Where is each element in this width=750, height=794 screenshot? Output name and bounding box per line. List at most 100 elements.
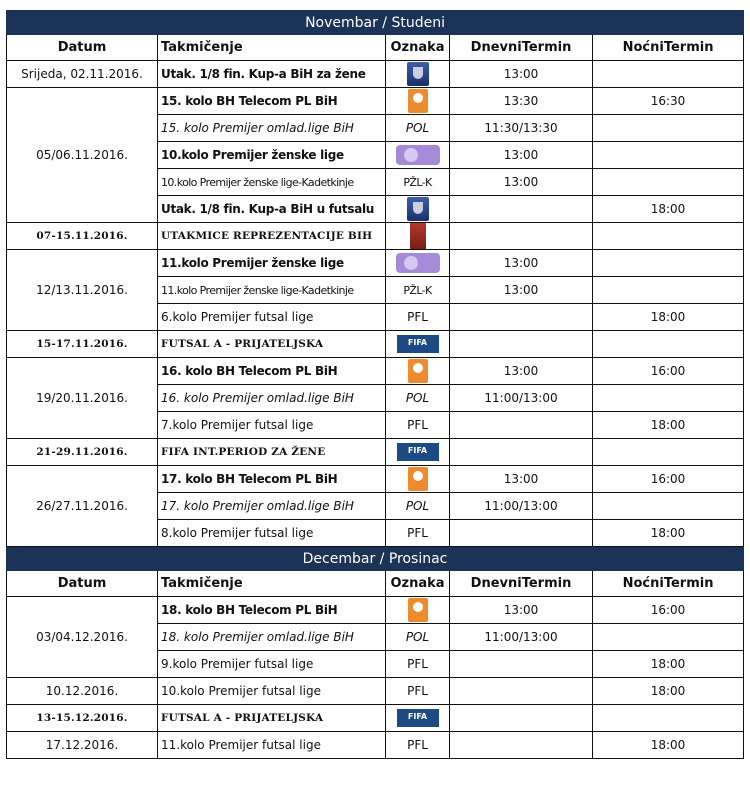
night-time-cell: 16:00 [591, 465, 745, 493]
premier-league-logo-icon [407, 89, 428, 113]
premier-league-logo-icon [407, 359, 428, 383]
fifa-logo-icon: FIFA [396, 709, 439, 727]
date-cell: 17.12.2016. [6, 731, 158, 759]
table-row: 10.12.2016. 10.kolo Premijer futsal lige P… [6, 677, 745, 705]
mark-cell: PŽL-K [385, 276, 450, 304]
mark-cell [385, 249, 450, 277]
day-time-cell [449, 519, 593, 547]
table-row: 03/04.12.2016. 18. kolo BH Telecom PL BiH… [6, 596, 745, 678]
night-time-cell: 18:00 [591, 731, 745, 759]
day-time-cell [449, 411, 593, 439]
night-time-cell [591, 249, 745, 277]
day-time-cell [449, 330, 593, 358]
mark-cell: PFL [385, 650, 450, 678]
table-row: 9.kolo Premijer futsal lige PFL 18:00 [7, 650, 745, 678]
column-header-row: Datum Takmičenje Oznaka DnevniTermin NoćniTe… [6, 570, 745, 597]
header-takmicenje: Takmičenje [157, 34, 386, 61]
competition-cell: 16. kolo Premijer omlad.lige BiH [157, 384, 386, 412]
mark-cell [385, 222, 450, 250]
header-dnevni-termin: DnevniTermin [449, 570, 593, 597]
header-dnevni-termin: DnevniTermin [449, 34, 593, 61]
table-row: 17.12.2016. 11.kolo Premijer futsal lige P… [6, 731, 745, 759]
table-row: 05/06.11.2016. 15. kolo BH Telecom PL BiH… [6, 87, 745, 223]
header-takmicenje: Takmičenje [157, 570, 386, 597]
header-nocni-termin: NoćniTermin [591, 570, 745, 597]
header-datum: Datum [6, 570, 158, 597]
night-time-cell [591, 704, 745, 732]
competition-cell: 16. kolo BH Telecom PL BiH [157, 357, 386, 385]
night-time-cell [591, 384, 745, 412]
date-cell: 12/13.11.2016. [6, 249, 158, 331]
womens-league-logo-icon [395, 145, 440, 165]
competition-cell: 15. kolo Premijer omlad.lige BiH [157, 114, 386, 142]
competition-cell: 9.kolo Premijer futsal lige [157, 650, 386, 678]
table-row: 15. kolo Premijer omlad.lige BiH POL 11:30… [7, 114, 745, 142]
table-row: 18. kolo Premijer omlad.lige BiH POL 11:00… [7, 623, 745, 651]
day-time-cell [449, 650, 593, 678]
date-cell: Srijeda, 02.11.2016. [6, 60, 158, 88]
night-time-cell: 16:30 [591, 87, 745, 115]
day-time-cell [449, 195, 593, 223]
table-row: 13-15.12.2016. FUTSAL A - PRIJATELJSKA FIF… [6, 704, 745, 732]
table-row: 17. kolo Premijer omlad.lige BiH POL 11:00… [7, 492, 745, 520]
date-cell: 10.12.2016. [6, 677, 158, 705]
day-time-cell [449, 438, 593, 466]
table-row: Srijeda, 02.11.2016. Utak. 1/8 fin. Kup-a… [6, 60, 745, 88]
mark-cell [385, 465, 450, 493]
competition-cell: FUTSAL A - PRIJATELJSKA [157, 704, 386, 732]
competition-cell: 17. kolo Premijer omlad.lige BiH [157, 492, 386, 520]
mark-cell [385, 60, 450, 88]
day-time-cell: 11:00/13:00 [449, 384, 593, 412]
mark-cell: PFL [385, 519, 450, 547]
competition-cell: 11.kolo Premijer ženske lige-Kadetkinje [157, 276, 386, 304]
cup-trophy-icon [406, 197, 429, 221]
header-oznaka: Oznaka [385, 34, 450, 61]
section-title: Decembar / Prosinac [5, 546, 745, 571]
night-time-cell [591, 276, 745, 304]
womens-league-logo-icon [395, 253, 440, 273]
date-cell: 15-17.11.2016. [6, 330, 158, 358]
night-time-cell [591, 330, 745, 358]
table-row: 21-29.11.2016. FIFA INT.PERIOD ZA ŽENE FIF… [6, 438, 745, 466]
premier-league-logo-icon [407, 467, 428, 491]
date-cell: 07-15.11.2016. [6, 222, 158, 250]
competition-cell: 11.kolo Premijer futsal lige [157, 731, 386, 759]
day-time-cell [449, 731, 593, 759]
day-time-cell [449, 677, 593, 705]
competition-cell: Utak. 1/8 fin. Kup-a BiH u futsalu [157, 195, 386, 223]
mark-cell: PFL [385, 677, 450, 705]
day-time-cell [449, 222, 593, 250]
competition-cell: 11.kolo Premijer ženske lige [157, 249, 386, 277]
night-time-cell [591, 222, 745, 250]
table-row: 15-17.11.2016. FUTSAL A - PRIJATELJSKA FIF… [6, 330, 745, 358]
cup-trophy-icon [406, 62, 429, 86]
day-time-cell: 11:00/13:00 [449, 492, 593, 520]
fifa-logo-icon: FIFA [396, 443, 439, 461]
table-row: 11.kolo Premijer ženske lige-Kadetkinje P… [7, 276, 745, 304]
day-time-cell [449, 704, 593, 732]
mark-cell: FIFA [385, 330, 450, 358]
mark-cell: POL [385, 623, 450, 651]
table-row: 16. kolo Premijer omlad.lige BiH POL 11:00… [7, 384, 745, 412]
day-time-cell: 13:00 [449, 357, 593, 385]
date-cell: 05/06.11.2016. [6, 87, 158, 223]
day-time-cell: 13:00 [449, 141, 593, 169]
table-row: 6.kolo Premijer futsal lige PFL 18:00 [7, 303, 745, 331]
night-time-cell [591, 141, 745, 169]
night-time-cell: 18:00 [591, 195, 745, 223]
night-time-cell: 18:00 [591, 303, 745, 331]
date-cell: 03/04.12.2016. [6, 596, 158, 678]
date-cell: 19/20.11.2016. [6, 357, 158, 439]
table-row: 10.kolo Premijer ženske lige-Kadetkinje P… [7, 168, 745, 196]
table-row: Utak. 1/8 fin. Kup-a BiH u futsalu 18:00 [7, 195, 745, 223]
mark-cell [385, 87, 450, 115]
competition-cell: Utak. 1/8 fin. Kup-a BiH za žene [157, 60, 386, 88]
competition-cell: 17. kolo BH Telecom PL BiH [157, 465, 386, 493]
day-time-cell: 13:00 [449, 276, 593, 304]
mark-cell: POL [385, 114, 450, 142]
competition-cell: 10.kolo Premijer ženske lige-Kadetkinje [157, 168, 386, 196]
mark-cell: PŽL-K [385, 168, 450, 196]
mark-cell: PFL [385, 411, 450, 439]
mark-cell: POL [385, 492, 450, 520]
header-oznaka: Oznaka [385, 570, 450, 597]
